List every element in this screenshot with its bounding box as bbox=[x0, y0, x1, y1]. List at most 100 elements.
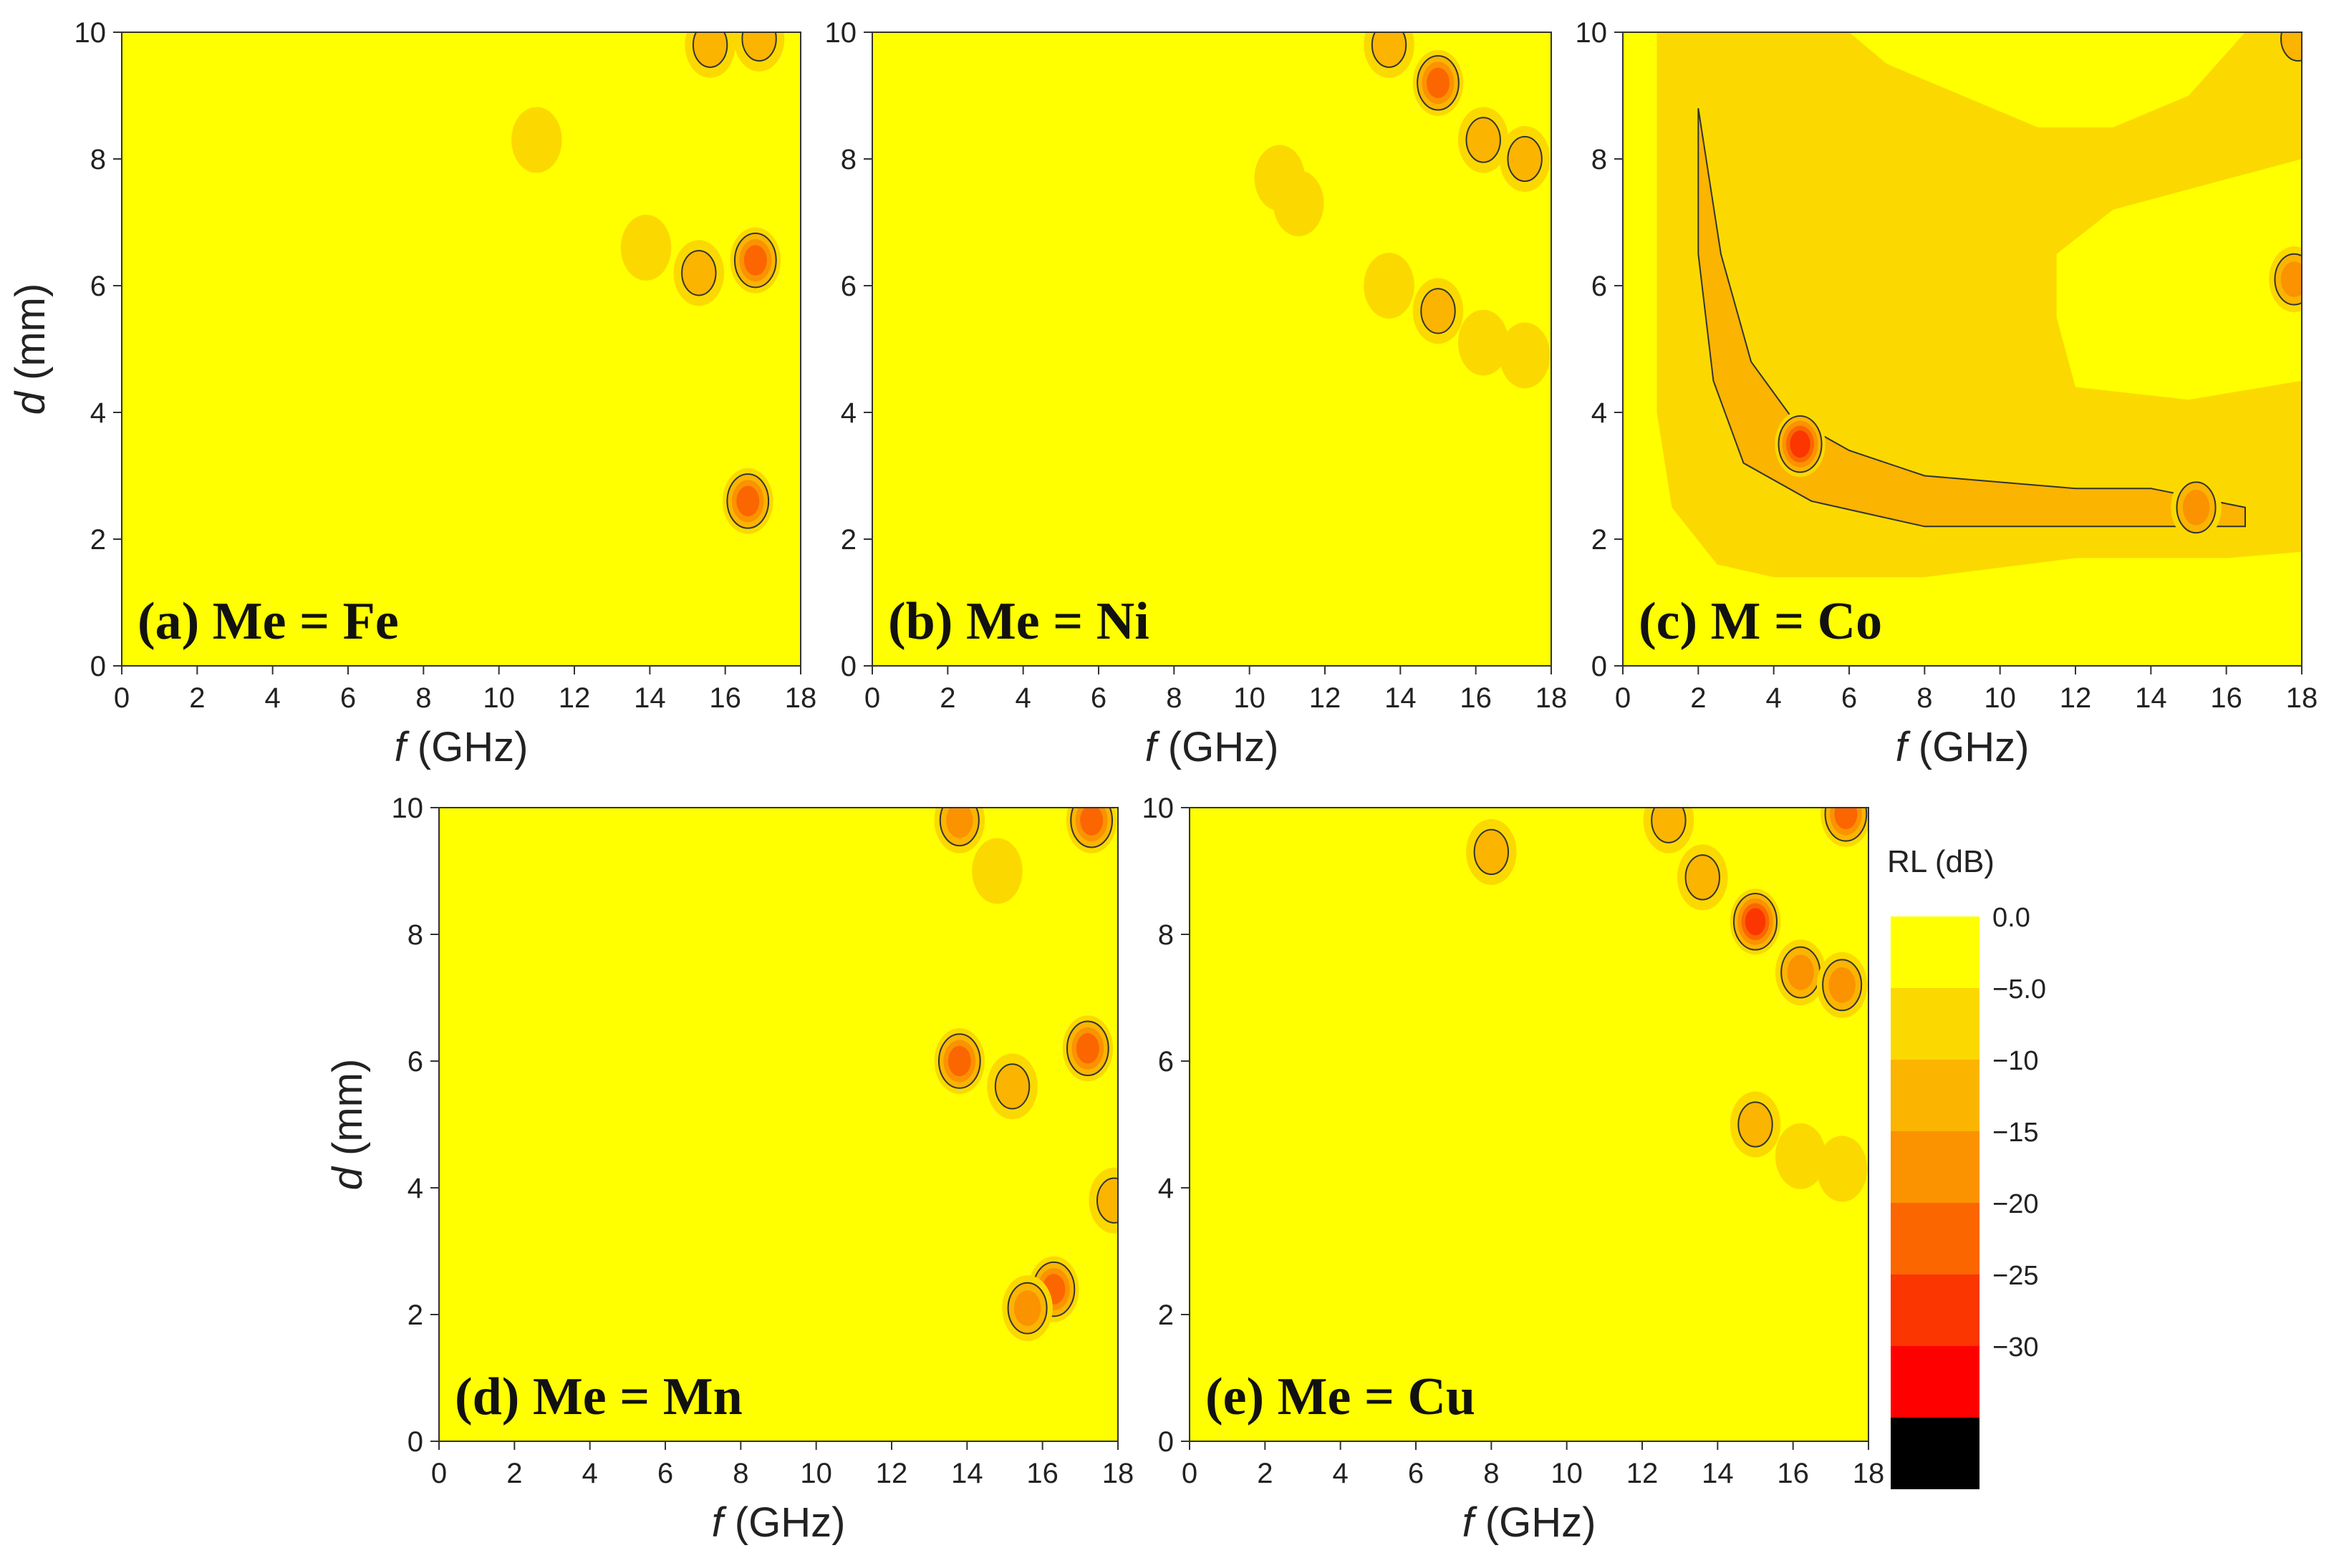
absorption-peak bbox=[673, 240, 725, 306]
y-tick-label: 6 bbox=[408, 1046, 423, 1078]
x-tick-label: 16 bbox=[1777, 1458, 1809, 1489]
x-tick-label: 6 bbox=[1408, 1458, 1424, 1489]
absorption-peak bbox=[934, 808, 985, 853]
y-tick-label: 2 bbox=[1591, 524, 1607, 556]
x-tick-label: 10 bbox=[1984, 682, 2016, 714]
absorption-peak bbox=[1273, 170, 1324, 236]
x-tick-label: 4 bbox=[582, 1458, 598, 1489]
plot-background bbox=[872, 32, 1551, 666]
x-tick-label: 14 bbox=[951, 1458, 983, 1489]
y-tick-label: 10 bbox=[392, 793, 424, 824]
absorption-peak bbox=[972, 838, 1023, 904]
absorption-peak bbox=[1066, 808, 1117, 853]
colorbar-label: −20 bbox=[1992, 1189, 2038, 1219]
region-rl-0-island bbox=[2056, 159, 2302, 400]
x-tick-label: 16 bbox=[1026, 1458, 1059, 1489]
y-tick-label: 0 bbox=[1591, 651, 1607, 682]
absorption-peak bbox=[2269, 246, 2302, 313]
panel-label: (d) Me = Mn bbox=[455, 1368, 743, 1426]
absorption-peak bbox=[1816, 1136, 1868, 1202]
y-tick-label: 6 bbox=[1591, 271, 1607, 302]
x-tick-label: 14 bbox=[634, 682, 666, 714]
colorbar-swatch bbox=[1891, 916, 1979, 988]
x-tick-label: 12 bbox=[1626, 1458, 1659, 1489]
panel-d: 0 2 4 6 8 10 12 14 16 18 0 2 4 6 8 10 f (GHz) d (mm) (d) M… bbox=[324, 793, 1134, 1546]
y-tick-label: 2 bbox=[408, 1300, 423, 1331]
colorbar-title: RL (dB) bbox=[1887, 844, 1995, 879]
absorption-peak bbox=[1457, 309, 1509, 376]
x-tick-label: 16 bbox=[709, 682, 741, 714]
x-tick-label: 14 bbox=[2135, 682, 2167, 714]
absorption-peak bbox=[2171, 474, 2222, 541]
axis-frame bbox=[1189, 807, 1869, 1442]
x-tick-label: 6 bbox=[657, 1458, 673, 1489]
y-tick-label: 0 bbox=[1158, 1426, 1174, 1458]
x-tick-label: 10 bbox=[800, 1458, 832, 1489]
x-tick-label: 2 bbox=[189, 682, 205, 714]
absorption-peak bbox=[1412, 49, 1464, 116]
y-axis-title: d (mm) bbox=[7, 284, 54, 415]
x-tick-label: 16 bbox=[1460, 682, 1492, 714]
absorption-peak bbox=[722, 468, 773, 534]
x-tick-label: 18 bbox=[1535, 682, 1568, 714]
absorption-peak bbox=[2272, 32, 2302, 72]
absorption-peak bbox=[1364, 252, 1414, 319]
absorption-peak bbox=[1775, 1123, 1826, 1189]
x-tick-label: 8 bbox=[1483, 1458, 1499, 1489]
absorption-peak bbox=[1499, 322, 1551, 389]
y-tick-label: 0 bbox=[90, 651, 106, 682]
colorbar-swatch bbox=[1891, 1346, 1979, 1418]
x-axis-title: f (GHz) bbox=[1145, 724, 1279, 770]
x-tick-label: 18 bbox=[1102, 1458, 1134, 1489]
x-axis-title: f (GHz) bbox=[395, 724, 529, 770]
x-tick-label: 0 bbox=[431, 1458, 447, 1489]
absorption-peak bbox=[1062, 1015, 1114, 1082]
axis-frame bbox=[1622, 32, 2302, 667]
x-tick-label: 4 bbox=[1016, 682, 1031, 714]
contour-area bbox=[1254, 32, 1551, 389]
plot-background bbox=[439, 808, 1118, 1441]
y-tick-label: 6 bbox=[841, 271, 857, 302]
y-tick-label: 6 bbox=[1158, 1046, 1174, 1078]
absorption-peak bbox=[1466, 818, 1517, 885]
absorption-peak bbox=[620, 214, 672, 281]
x-axis-title: f (GHz) bbox=[1462, 1499, 1596, 1546]
axis-frame bbox=[121, 32, 801, 667]
y-tick-label: 6 bbox=[90, 271, 106, 302]
x-tick-label: 14 bbox=[1384, 682, 1417, 714]
y-tick-label: 2 bbox=[841, 524, 857, 556]
absorption-peak bbox=[1775, 939, 1826, 1006]
x-tick-label: 12 bbox=[876, 1458, 908, 1489]
absorption-peak bbox=[1821, 808, 1868, 847]
absorption-peak bbox=[733, 32, 785, 72]
y-tick-label: 0 bbox=[841, 651, 857, 682]
panel-a: 0 2 4 6 8 10 12 14 16 18 0 2 4 6 8 10 f (GHz) d (mm) (a) M… bbox=[7, 17, 817, 770]
colorbar-label: −15 bbox=[1992, 1118, 2038, 1148]
contour-area bbox=[934, 808, 1118, 1342]
y-tick-label: 10 bbox=[74, 17, 107, 49]
x-tick-label: 6 bbox=[340, 682, 356, 714]
contour-area bbox=[1466, 808, 1868, 1202]
x-tick-label: 12 bbox=[1309, 682, 1341, 714]
x-tick-label: 2 bbox=[506, 1458, 522, 1489]
absorption-peak bbox=[1775, 411, 1826, 478]
x-tick-label: 8 bbox=[1166, 682, 1182, 714]
contour-area bbox=[1657, 32, 2302, 578]
absorption-peak bbox=[1677, 844, 1728, 911]
contour-area bbox=[511, 32, 785, 534]
colorbar-swatch bbox=[1891, 1131, 1979, 1203]
absorption-peak bbox=[1730, 889, 1781, 955]
x-tick-label: 4 bbox=[1333, 1458, 1349, 1489]
y-tick-label: 8 bbox=[841, 144, 857, 175]
axis-frame bbox=[872, 32, 1552, 667]
panel-label: (c) M = Co bbox=[1639, 592, 1882, 651]
x-tick-label: 10 bbox=[1551, 1458, 1583, 1489]
panel-label: (e) Me = Cu bbox=[1205, 1368, 1475, 1426]
y-tick-label: 2 bbox=[90, 524, 106, 556]
x-tick-label: 0 bbox=[864, 682, 880, 714]
x-tick-label: 0 bbox=[1182, 1458, 1197, 1489]
absorption-peak bbox=[1089, 1167, 1118, 1234]
x-tick-label: 18 bbox=[785, 682, 817, 714]
y-tick-label: 4 bbox=[1591, 397, 1607, 429]
colorbar-swatch bbox=[1891, 1418, 1979, 1489]
